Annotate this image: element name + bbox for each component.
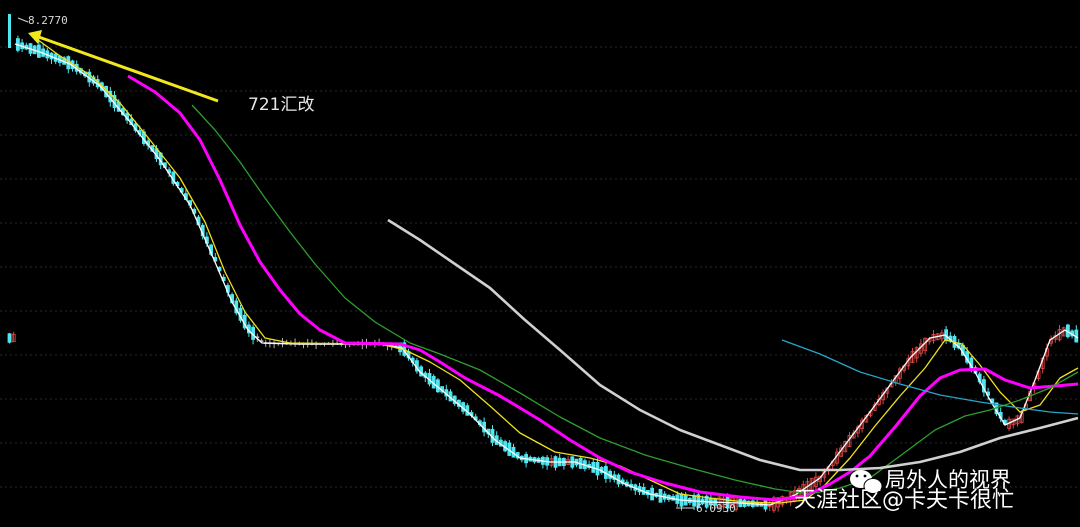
- moving-average-line-4: [387, 218, 1079, 472]
- high-candle: [8, 14, 11, 48]
- annotation-arrow: [28, 30, 219, 103]
- max-price-marker: [17, 17, 29, 23]
- candle-body-1: [11, 333, 16, 343]
- watermark-line1: 局外人的视界: [885, 468, 1011, 492]
- min-price-label: 6.0930: [696, 502, 736, 515]
- wechat-icon: [850, 470, 883, 494]
- watermark-line2: 天涯社区@卡夫卡很忙: [794, 488, 1014, 513]
- moving-average-lines: [14, 33, 1079, 506]
- moving-average-line-0: [14, 43, 1079, 506]
- annotation-label: 721汇改: [248, 95, 314, 115]
- chart-grid: [0, 46, 1080, 488]
- max-price-label: 8.2770: [28, 14, 68, 27]
- moving-average-line-5: [781, 339, 1079, 415]
- moving-average-line-2: [127, 74, 1079, 502]
- candle-body-0: [7, 333, 12, 343]
- moving-average-line-3: [191, 104, 1079, 495]
